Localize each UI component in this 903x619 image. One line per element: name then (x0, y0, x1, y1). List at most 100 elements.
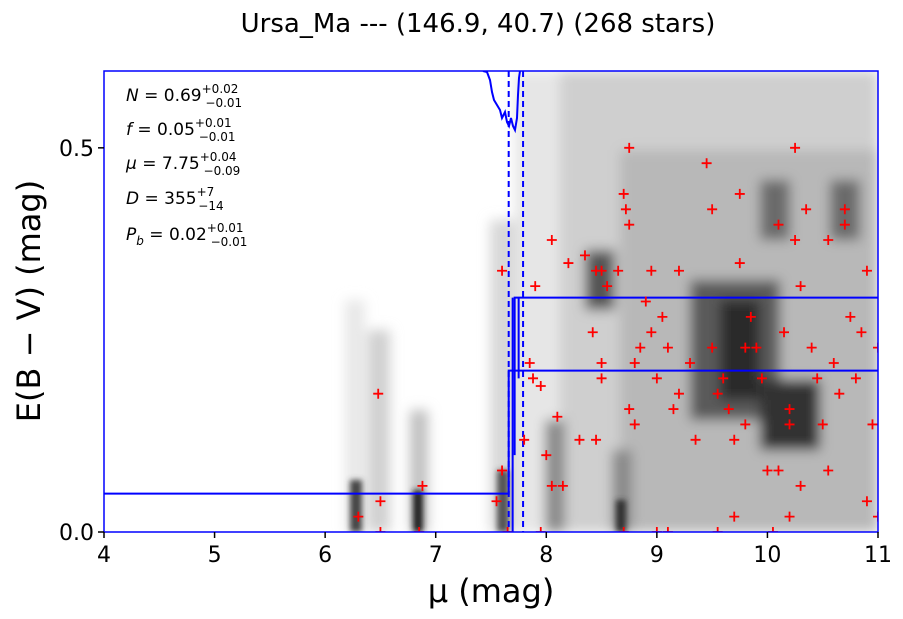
data-point-marker (524, 357, 535, 368)
data-point-marker (867, 419, 878, 430)
probability-curve (482, 71, 521, 134)
data-point-marker (629, 357, 640, 368)
data-point-marker (596, 265, 607, 276)
x-tick-label: 5 (208, 543, 222, 568)
data-point-marker (767, 527, 778, 532)
annotation-pb: Pb = 0.02+0.01 −0.01 (126, 221, 247, 249)
data-point-marker (417, 480, 428, 491)
y-tick-label: 0.0 (59, 521, 94, 546)
y-axis-label: E(B − V) (mag) (10, 180, 48, 422)
data-point-marker (624, 404, 635, 415)
data-point-marker (673, 388, 684, 399)
x-tick-label: 11 (864, 543, 892, 568)
cloud-upper-line (513, 296, 878, 456)
data-point-marker (773, 465, 784, 476)
data-point-marker (873, 342, 878, 353)
data-point-marker (734, 258, 745, 269)
data-point-marker (729, 434, 740, 445)
data-point-marker (740, 419, 751, 430)
data-point-marker (375, 527, 386, 532)
data-point-marker (784, 511, 795, 522)
plot-frame (103, 70, 879, 533)
data-point-marker (784, 404, 795, 415)
data-point-marker (657, 311, 668, 322)
data-point-marker (375, 496, 386, 507)
data-point-marker (618, 527, 629, 532)
x-tick-label: 10 (753, 543, 781, 568)
data-point-marker (790, 235, 801, 246)
data-point-marker (414, 527, 425, 532)
data-point-marker (861, 496, 872, 507)
data-point-marker (646, 327, 657, 338)
data-point-marker (373, 388, 384, 399)
x-axis: 4 5 6 7 8 9 10 11 (97, 532, 892, 568)
data-point-marker (806, 342, 817, 353)
fit-model (104, 71, 878, 532)
data-point-marker (651, 527, 662, 532)
data-point-marker (546, 480, 557, 491)
x-tick-label: 8 (539, 543, 553, 568)
data-point-marker (839, 204, 850, 215)
data-point-marker (497, 265, 508, 276)
data-point-marker (845, 311, 856, 322)
data-point-marker (587, 327, 598, 338)
data-point-marker (574, 434, 585, 445)
data-point-marker (756, 373, 767, 384)
foreground-extinction-line (104, 369, 878, 495)
annotation-mu: μ = 7.75+0.04 −0.09 (125, 150, 240, 178)
data-point-marker (497, 465, 508, 476)
data-point-marker (579, 250, 590, 261)
data-point-marker (740, 342, 751, 353)
data-point-marker (646, 265, 657, 276)
data-point-marker (530, 281, 541, 292)
data-point-marker (535, 381, 546, 392)
data-point-marker (563, 258, 574, 269)
data-point-marker (762, 465, 773, 476)
chart-title: Ursa_Ma --- (146.9, 40.7) (268 stars) (241, 9, 716, 39)
data-point-marker (817, 419, 828, 430)
annotations: N = 0.69+0.02 −0.01 f = 0.05+0.01 −0.01 μ … (125, 82, 247, 249)
data-point-marker (873, 511, 878, 522)
data-point-marker (795, 281, 806, 292)
data-point-marker (662, 342, 673, 353)
data-point-marker (557, 480, 568, 491)
x-tick-label: 6 (318, 543, 332, 568)
data-point-marker (640, 296, 651, 307)
data-point-marker (745, 311, 756, 322)
data-point-marker (624, 219, 635, 230)
data-point-marker (629, 419, 640, 430)
data-point-marker (734, 188, 745, 199)
data-point-marker (779, 327, 790, 338)
data-point-marker (662, 527, 673, 532)
data-point-marker (723, 404, 734, 415)
data-point-marker (856, 327, 867, 338)
data-point-marker (801, 204, 812, 215)
data-point-marker (620, 204, 631, 215)
data-point-marker (790, 142, 801, 153)
data-points (353, 142, 878, 532)
x-tick-label: 9 (650, 543, 664, 568)
data-point-marker (795, 480, 806, 491)
data-point-marker (718, 373, 729, 384)
data-point-marker (701, 158, 712, 169)
data-point-marker (602, 281, 613, 292)
data-point-marker (712, 527, 723, 532)
data-point-marker (596, 357, 607, 368)
data-point-marker (712, 388, 723, 399)
data-point-marker (596, 373, 607, 384)
data-point-marker (673, 265, 684, 276)
data-point-marker (812, 373, 823, 384)
data-point-marker (839, 219, 850, 230)
annotation-f: f = 0.05+0.01 −0.01 (126, 116, 235, 144)
x-tick-label: 7 (429, 543, 443, 568)
data-point-marker (618, 188, 629, 199)
data-point-marker (541, 450, 552, 461)
data-point-marker (707, 204, 718, 215)
data-point-marker (861, 265, 872, 276)
data-point-marker (773, 219, 784, 230)
data-point-marker (729, 511, 740, 522)
density-map (345, 71, 878, 532)
data-point-marker (834, 388, 845, 399)
data-point-marker (850, 373, 861, 384)
